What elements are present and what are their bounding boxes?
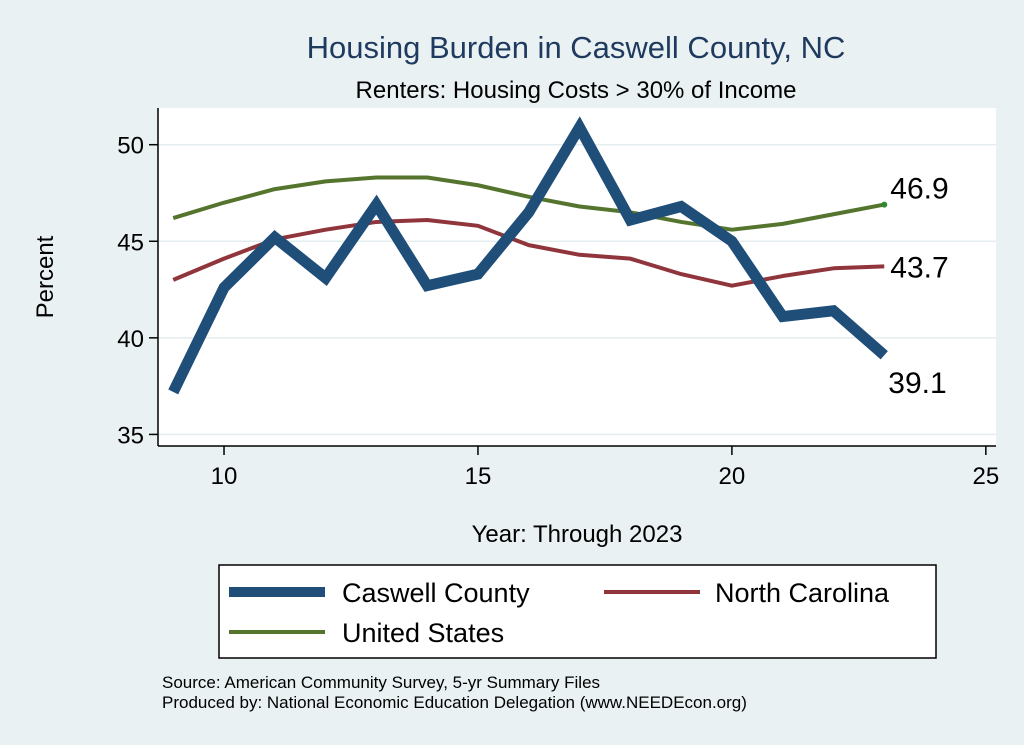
y-axis: 35 40 45 50 bbox=[117, 133, 158, 449]
legend-label-united-states: United States bbox=[342, 618, 504, 648]
legend: Caswell County North Carolina United Sta… bbox=[218, 564, 937, 659]
x-tick-label: 10 bbox=[211, 463, 238, 490]
x-tick-label: 15 bbox=[465, 463, 492, 490]
series-end-point bbox=[881, 201, 888, 208]
chart-title: Housing Burden in Caswell County, NC bbox=[307, 30, 846, 65]
produced-by-note: Produced by: National Economic Education… bbox=[162, 693, 747, 712]
chart-subtitle: Renters: Housing Costs > 30% of Income bbox=[356, 77, 797, 104]
x-axis: 10 15 20 25 bbox=[211, 446, 999, 490]
legend-box bbox=[218, 564, 937, 659]
end-label-united-states: 46.9 bbox=[890, 173, 948, 206]
y-tick-label: 50 bbox=[117, 133, 144, 160]
y-axis-title: Percent bbox=[32, 235, 59, 318]
y-tick-label: 45 bbox=[117, 229, 144, 256]
y-tick-label: 35 bbox=[117, 422, 144, 449]
x-tick-label: 20 bbox=[719, 463, 746, 490]
series-line-caswell-county bbox=[168, 116, 888, 395]
end-label-caswell-county: 39.1 bbox=[888, 367, 946, 400]
x-axis-title: Year: Through 2023 bbox=[472, 521, 683, 548]
plot-area bbox=[158, 108, 996, 446]
x-tick-label: 25 bbox=[972, 463, 999, 490]
source-note: Source: American Community Survey, 5-yr … bbox=[162, 673, 600, 692]
legend-label-caswell-county: Caswell County bbox=[342, 578, 530, 608]
series-line-united-states bbox=[172, 175, 885, 232]
y-tick-label: 40 bbox=[117, 326, 144, 353]
series-line-north-carolina bbox=[172, 218, 885, 288]
end-label-north-carolina: 43.7 bbox=[890, 251, 948, 284]
legend-label-north-carolina: North Carolina bbox=[715, 578, 890, 608]
